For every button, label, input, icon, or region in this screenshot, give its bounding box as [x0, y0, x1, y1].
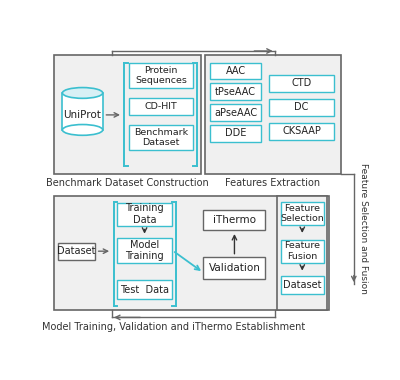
Text: Dataset: Dataset [57, 246, 96, 256]
Text: DDE: DDE [225, 128, 246, 138]
Text: Model
Training: Model Training [125, 240, 164, 261]
Text: CD-HIT: CD-HIT [144, 102, 177, 111]
Text: Test  Data: Test Data [120, 285, 169, 295]
Text: Feature
Fusion: Feature Fusion [284, 242, 320, 261]
Text: Feature
Selection: Feature Selection [280, 204, 324, 223]
FancyBboxPatch shape [268, 75, 334, 92]
FancyBboxPatch shape [204, 257, 266, 279]
Text: Training
Data: Training Data [125, 203, 164, 225]
Text: tPseAAC: tPseAAC [215, 87, 256, 97]
FancyBboxPatch shape [281, 202, 324, 225]
FancyBboxPatch shape [277, 196, 328, 310]
Text: CKSAAP: CKSAAP [282, 126, 321, 136]
FancyBboxPatch shape [210, 83, 261, 100]
Text: Benchmark
Dataset: Benchmark Dataset [134, 128, 188, 147]
FancyBboxPatch shape [54, 196, 329, 310]
FancyBboxPatch shape [54, 55, 201, 174]
FancyBboxPatch shape [118, 203, 172, 226]
FancyBboxPatch shape [129, 63, 193, 88]
FancyBboxPatch shape [281, 240, 324, 263]
FancyBboxPatch shape [118, 238, 172, 263]
FancyBboxPatch shape [268, 123, 334, 139]
Text: UniProt: UniProt [64, 110, 102, 120]
Ellipse shape [62, 87, 103, 98]
FancyBboxPatch shape [205, 55, 341, 174]
Text: aPseAAC: aPseAAC [214, 108, 257, 117]
FancyBboxPatch shape [58, 243, 95, 260]
FancyBboxPatch shape [268, 99, 334, 116]
FancyBboxPatch shape [210, 63, 261, 79]
FancyBboxPatch shape [210, 104, 261, 121]
Text: Validation: Validation [208, 263, 260, 273]
Text: Features Extraction: Features Extraction [225, 178, 320, 188]
Text: DC: DC [294, 102, 309, 112]
Text: Model Training, Validation and iThermo Establishment: Model Training, Validation and iThermo E… [42, 321, 306, 332]
FancyBboxPatch shape [118, 280, 172, 299]
FancyBboxPatch shape [281, 276, 324, 294]
Text: Protein
Sequences: Protein Sequences [135, 66, 187, 86]
Text: AAC: AAC [226, 66, 246, 76]
Text: Dataset: Dataset [283, 280, 322, 290]
Text: CTD: CTD [291, 78, 312, 88]
FancyBboxPatch shape [204, 210, 266, 230]
FancyBboxPatch shape [62, 93, 103, 130]
Text: Benchmark Dataset Construction: Benchmark Dataset Construction [46, 178, 209, 188]
FancyBboxPatch shape [210, 125, 261, 142]
FancyBboxPatch shape [129, 98, 193, 115]
FancyBboxPatch shape [129, 125, 193, 150]
Text: iThermo: iThermo [213, 215, 256, 225]
Text: Feature Selection and Fusion: Feature Selection and Fusion [359, 163, 368, 294]
Ellipse shape [62, 125, 103, 135]
